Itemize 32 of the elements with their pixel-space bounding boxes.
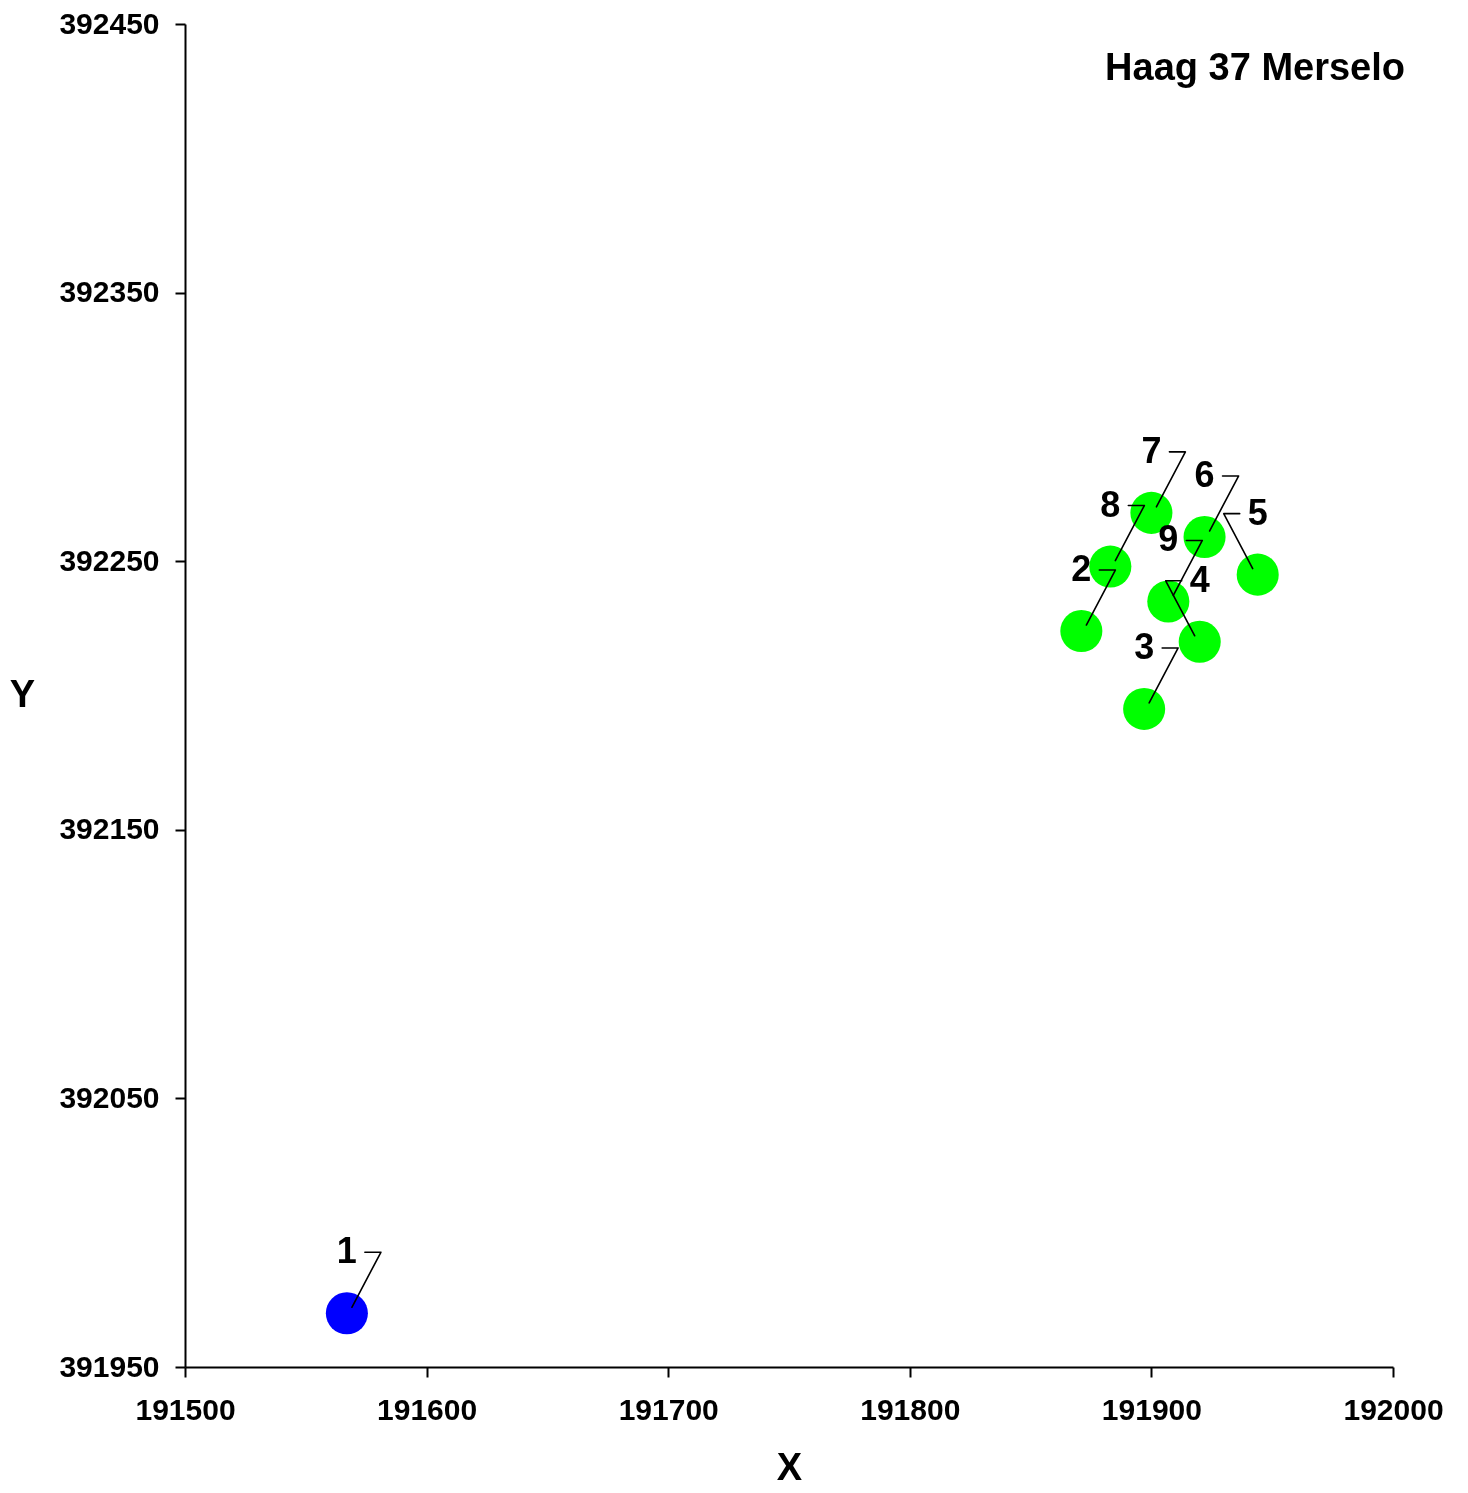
y-axis-title: Y (9, 673, 36, 715)
annotation: 1 (336, 1230, 357, 1272)
point (1147, 580, 1190, 623)
x-tick-label: 191500 (135, 1392, 236, 1426)
y-tick-label: 392250 (59, 543, 160, 577)
point (1060, 610, 1103, 653)
annotation: 2 (1071, 548, 1092, 590)
x-tick-label: 191700 (618, 1392, 719, 1426)
x-tick-label: 191900 (1101, 1392, 1202, 1426)
x-axis-title: X (776, 1445, 803, 1488)
x-tick-label: 192000 (1343, 1392, 1444, 1426)
annotation: 9 (1158, 518, 1179, 560)
point (325, 1292, 368, 1335)
annotation: 3 (1134, 625, 1155, 667)
text: Haag 37 Merselo (1105, 46, 1405, 88)
y-tick-label: 392450 (59, 6, 160, 40)
point (1178, 620, 1221, 663)
x-tick-label: 191800 (860, 1392, 961, 1426)
annotation: 6 (1194, 454, 1215, 496)
y-tick-label: 392150 (59, 812, 160, 846)
point (1183, 516, 1226, 559)
y-tick-label: 391950 (59, 1349, 160, 1383)
point (1089, 545, 1132, 588)
point (1123, 687, 1166, 730)
annotation: 5 (1247, 491, 1268, 533)
y-tick-label: 392050 (59, 1080, 160, 1114)
x-tick-label: 191600 (377, 1392, 478, 1426)
y-tick-label: 392350 (59, 275, 160, 309)
point (1236, 553, 1279, 596)
annotation: 8 (1100, 483, 1121, 525)
annotation: 4 (1189, 558, 1210, 600)
annotation: 7 (1141, 429, 1162, 471)
